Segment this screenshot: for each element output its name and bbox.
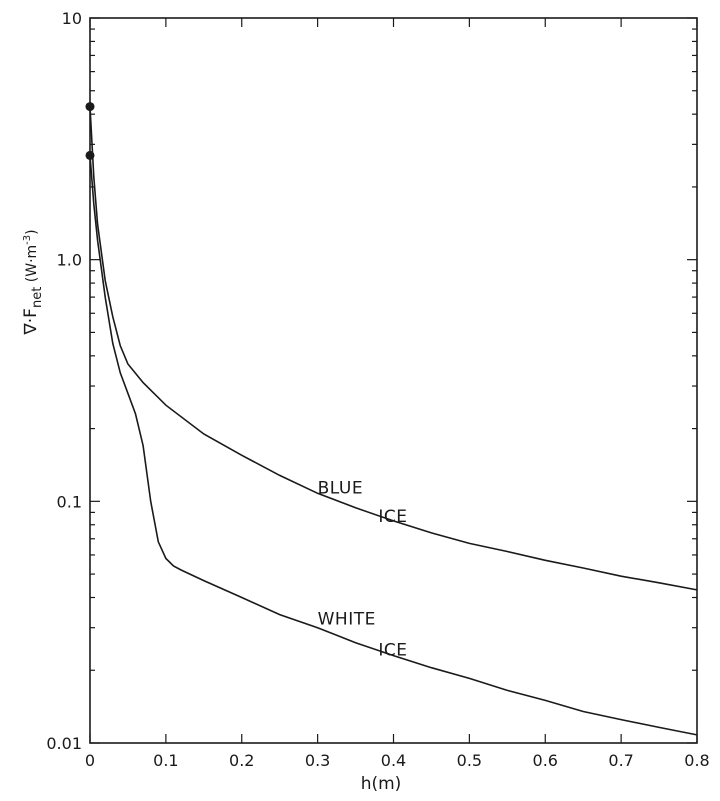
blue-ice-start-point (85, 102, 95, 112)
x-tick-label: 0.1 (153, 751, 178, 770)
x-tick-label: 0.6 (533, 751, 558, 770)
blue-ice-line (89, 106, 698, 591)
axes: 0 0.1 0.2 0.3 0.4 0.5 0.6 0.7 0.8 0.01 0.1 1.0 10 (46, 9, 709, 770)
x-tick-label: 0.4 (381, 751, 406, 770)
white-ice-label: ICE (378, 641, 407, 661)
white-ice-line (89, 155, 698, 736)
x-tick-label: 0.2 (229, 751, 254, 770)
y-tick-label: 0.01 (46, 734, 82, 753)
y-axis-title-unit: (W·m (24, 245, 40, 287)
y-tick-label: 1.0 (57, 251, 82, 270)
white-ice-start-point (85, 150, 95, 160)
blue-ice-label: BLUE (318, 478, 363, 498)
y-axis-title-sub: net (30, 287, 45, 308)
plot-area (85, 102, 698, 736)
x-tick-label: 0 (85, 751, 95, 770)
y-axis-title-unit-exp: -3 (22, 235, 33, 245)
white-ice-label: WHITE (318, 609, 376, 629)
y-axis-title-main: ∇·F (21, 308, 41, 336)
x-tick-label: 0.5 (457, 751, 482, 770)
y-tick-label: 0.1 (57, 492, 82, 511)
blue-ice-label: ICE (378, 507, 407, 527)
y-axis-title: ∇·Fnet (W·m-3) (21, 229, 45, 335)
y-axis-title-unit-close: ) (24, 229, 40, 234)
x-tick-label: 0.3 (305, 751, 330, 770)
y-tick-label: 10 (62, 9, 82, 28)
x-tick-label: 0.7 (608, 751, 633, 770)
x-axis-title: h(m) (361, 774, 402, 794)
x-tick-label: 0.8 (684, 751, 709, 770)
plot-frame (89, 17, 698, 744)
